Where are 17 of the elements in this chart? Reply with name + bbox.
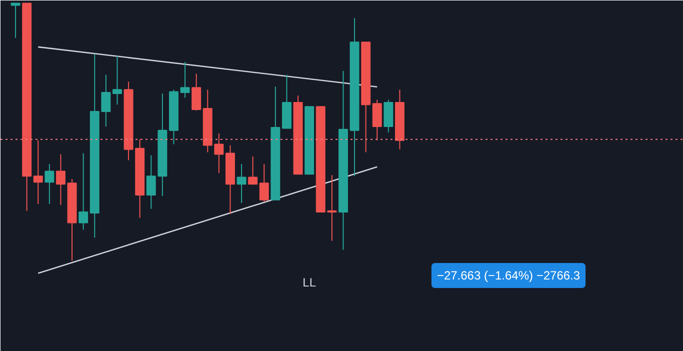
candlestick <box>44 164 54 204</box>
candlestick <box>180 61 190 98</box>
candlestick <box>112 55 122 106</box>
candlestick <box>236 164 246 204</box>
candlestick <box>146 154 156 210</box>
text: LL <box>302 276 316 290</box>
candlestick <box>372 99 382 141</box>
candlestick <box>78 152 88 230</box>
candlestick <box>56 154 66 206</box>
candlestick <box>192 73 202 112</box>
candlestick <box>259 164 269 202</box>
candlestick <box>10 2 20 38</box>
candlestick <box>33 140 43 204</box>
candlestick <box>384 99 394 133</box>
candlestick <box>101 74 111 127</box>
candlestick <box>248 156 258 185</box>
text: −27.663 (−1.64%) −2766.3 <box>436 268 580 282</box>
